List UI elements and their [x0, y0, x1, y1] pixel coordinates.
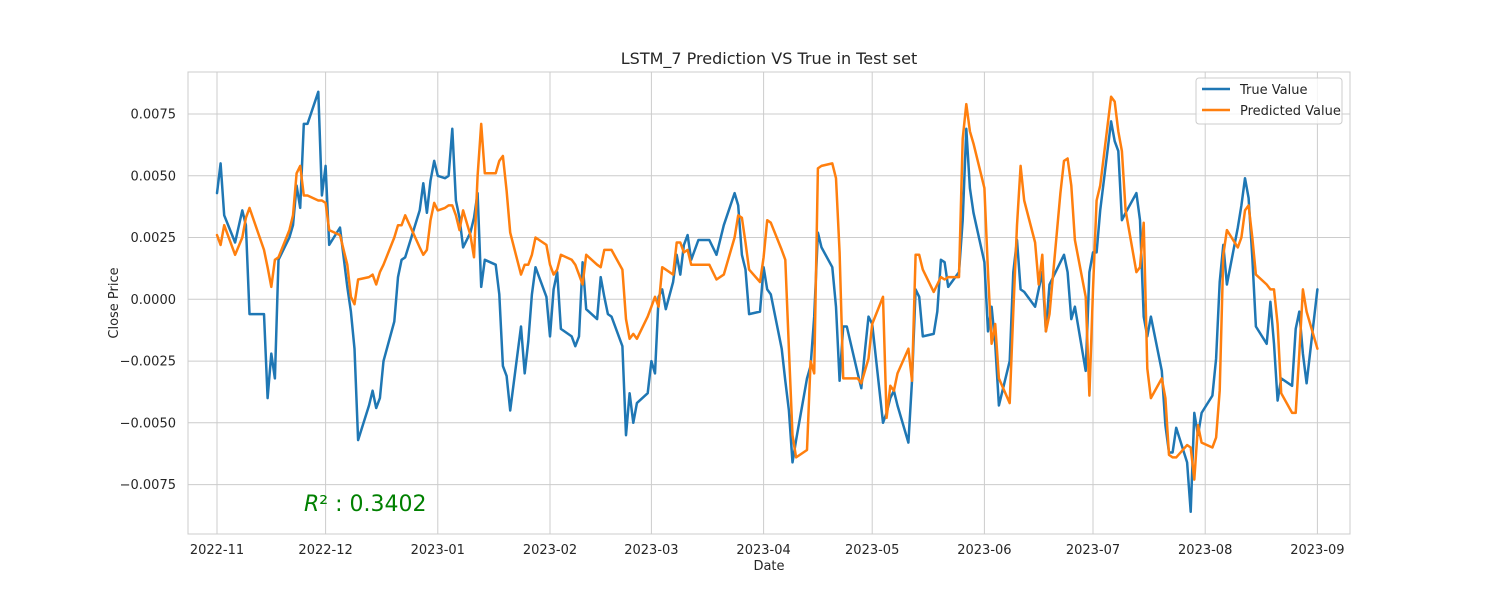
x-tick-label: 2023-05 — [845, 543, 899, 558]
legend-box — [1195, 77, 1343, 125]
x-axis-title: Date — [753, 559, 784, 574]
x-tick-label: 2023-02 — [523, 543, 577, 558]
y-tick-label: −0.0075 — [120, 478, 176, 493]
plot-area-frame — [187, 71, 1351, 535]
x-tick-label: 2023-08 — [1178, 543, 1232, 558]
r2-symbol: R — [304, 492, 319, 517]
x-gridlines — [216, 72, 1318, 534]
r2-annotation: R² : 0.3402 — [304, 492, 427, 517]
y-tick-label: −0.0050 — [120, 416, 176, 431]
chart-title: LSTM_7 Prediction VS True in Test set — [621, 49, 917, 69]
series-line-predicted-value — [215, 95, 1319, 481]
plot-area-background — [188, 72, 1350, 534]
x-tick-label: 2023-03 — [624, 543, 678, 558]
series-line-true-value — [215, 90, 1319, 514]
x-tick-labels: 2022-11 2022-12 2023-01 2023-02 2023-03 2023-… — [190, 543, 1345, 558]
series-layer — [215, 90, 1319, 514]
x-tick-label: 2023-06 — [957, 543, 1011, 558]
y-axis-title: Close Price — [107, 267, 122, 338]
legend-label-true-value: True Value — [1239, 83, 1307, 98]
legend: True Value Predicted Value — [1195, 77, 1343, 125]
y-tick-labels: −0.0075 −0.0050 −0.0025 0.0000 0.0025 0.0050 0… — [120, 108, 176, 494]
x-tick-label: 2023-01 — [411, 543, 465, 558]
y-tick-label: 0.0050 — [131, 169, 177, 184]
y-tick-label: 0.0075 — [131, 108, 177, 123]
y-gridlines — [188, 113, 1350, 486]
x-tick-label: 2022-11 — [190, 543, 244, 558]
x-tick-label: 2022-12 — [298, 543, 352, 558]
r2-value: ² : 0.3402 — [319, 492, 426, 517]
y-tick-label: 0.0025 — [131, 231, 177, 246]
y-tick-label: −0.0025 — [120, 355, 176, 370]
x-tick-label: 2023-04 — [736, 543, 790, 558]
x-tick-label: 2023-09 — [1290, 543, 1344, 558]
x-tick-label: 2023-07 — [1066, 543, 1120, 558]
legend-label-predicted-value: Predicted Value — [1240, 104, 1341, 119]
y-tick-label: 0.0000 — [131, 293, 177, 308]
